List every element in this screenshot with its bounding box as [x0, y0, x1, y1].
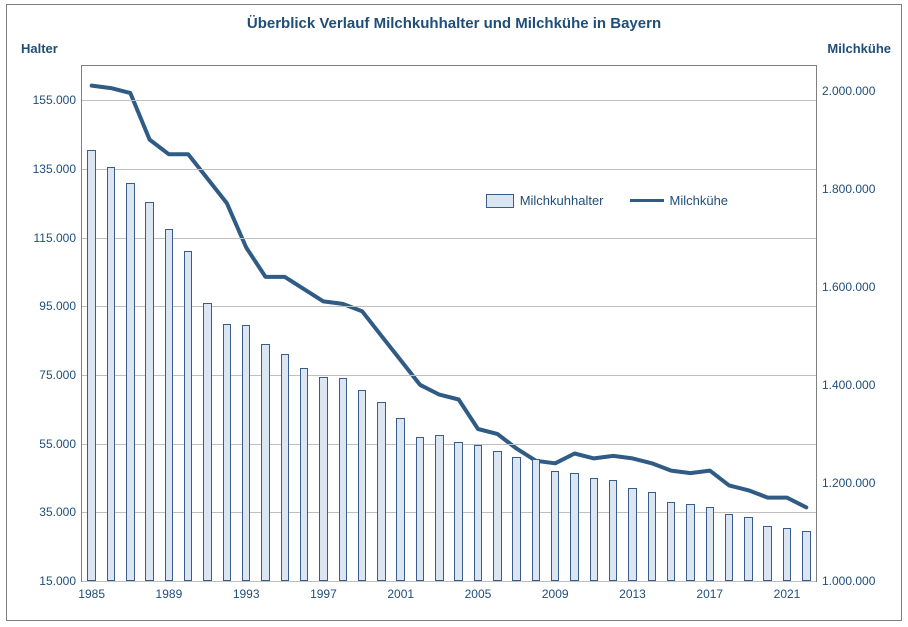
bar — [184, 251, 192, 581]
y1-tick-label: 115.000 — [34, 231, 77, 245]
legend: Milchkuhhalter Milchkühe — [486, 192, 728, 208]
x-tick-label: 1985 — [78, 587, 105, 601]
gridline — [82, 100, 816, 101]
bar — [300, 368, 308, 581]
y2-tick-label: 2.000.000 — [822, 84, 875, 98]
y1-tick-label: 75.000 — [39, 368, 76, 382]
bar — [590, 478, 598, 581]
x-tick-label: 1997 — [310, 587, 337, 601]
legend-swatch-bars — [486, 194, 514, 208]
bar — [512, 457, 520, 581]
legend-label-bars: Milchkuhhalter — [520, 193, 604, 208]
bar — [358, 390, 366, 581]
chart-title: Überblick Verlauf Milchkuhhalter und Mil… — [7, 15, 901, 32]
bar — [416, 437, 424, 581]
bar — [454, 442, 462, 581]
bar — [474, 445, 482, 581]
x-tick-label: 2009 — [542, 587, 569, 601]
bar — [126, 183, 134, 581]
x-tick-label: 1993 — [233, 587, 260, 601]
x-tick-label: 2005 — [465, 587, 492, 601]
y2-tick-label: 1.200.000 — [822, 476, 875, 490]
chart-frame: Überblick Verlauf Milchkuhhalter und Mil… — [6, 4, 902, 621]
y2-tick-label: 1.000.000 — [822, 574, 875, 588]
bar — [242, 325, 250, 581]
plot-area: MilchkuhhalterMilchkühe 15.00035.00055.0… — [81, 65, 817, 582]
bar — [686, 504, 694, 581]
bar — [725, 514, 733, 581]
bar — [628, 488, 636, 581]
y1-tick-label: 55.000 — [39, 437, 76, 451]
bar — [783, 528, 791, 581]
bar — [493, 451, 501, 581]
bar — [165, 229, 173, 581]
gridline — [82, 238, 816, 239]
bar — [87, 150, 95, 581]
bar — [648, 492, 656, 581]
y1-tick-label: 15.000 — [39, 574, 76, 588]
bar — [744, 517, 752, 581]
x-tick-label: 2017 — [696, 587, 723, 601]
legend-item-line: Milchkühe — [630, 192, 729, 208]
gridline — [82, 169, 816, 170]
bar — [706, 507, 714, 581]
y2-axis-title: Milchkühe — [827, 41, 891, 56]
y1-tick-label: 95.000 — [39, 299, 76, 313]
y1-axis-title: Halter — [21, 41, 58, 56]
bar — [609, 480, 617, 581]
bar — [107, 167, 115, 581]
bar — [339, 378, 347, 581]
y1-tick-label: 35.000 — [39, 505, 76, 519]
y2-tick-label: 1.400.000 — [822, 378, 875, 392]
x-tick-label: 2021 — [774, 587, 801, 601]
bar — [203, 303, 211, 581]
y1-tick-label: 135.000 — [33, 162, 76, 176]
y2-tick-label: 1.800.000 — [822, 182, 875, 196]
x-tick-label: 2013 — [619, 587, 646, 601]
bar — [396, 418, 404, 581]
bar — [802, 531, 810, 581]
bar — [281, 354, 289, 581]
bar — [223, 324, 231, 582]
x-tick-label: 1989 — [156, 587, 183, 601]
bar — [667, 502, 675, 581]
bar — [261, 344, 269, 581]
bar — [319, 377, 327, 581]
legend-swatch-line — [630, 199, 664, 202]
bar — [551, 471, 559, 581]
y1-tick-label: 155.000 — [33, 93, 76, 107]
bar — [532, 459, 540, 581]
bar — [377, 402, 385, 581]
legend-item-bars: Milchkuhhalter — [486, 192, 604, 208]
x-tick-label: 2001 — [387, 587, 414, 601]
bar — [435, 435, 443, 581]
bar — [145, 202, 153, 581]
y2-tick-label: 1.600.000 — [822, 280, 875, 294]
bar — [763, 526, 771, 581]
gridline — [82, 581, 816, 582]
legend-label-line: Milchkühe — [670, 193, 729, 208]
bar — [570, 473, 578, 581]
